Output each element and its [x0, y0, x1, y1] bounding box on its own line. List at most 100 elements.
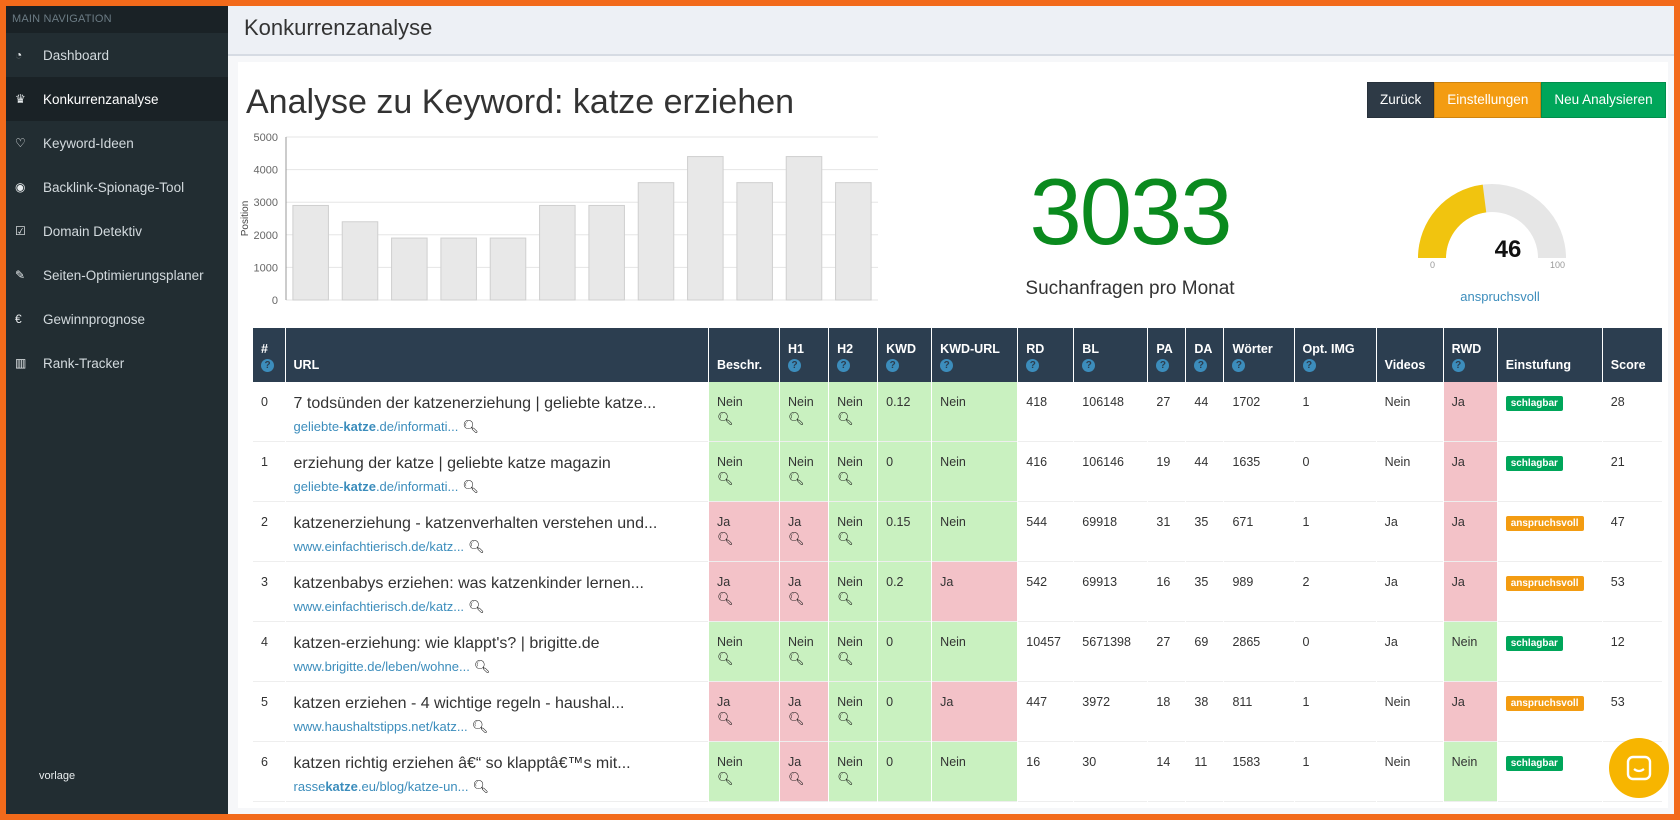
rating-cell: anspruchsvoll: [1497, 561, 1603, 622]
column-header-einstufung[interactable]: Einstufung: [1497, 328, 1603, 382]
magnifier-icon[interactable]: 🔍︎: [837, 712, 854, 727]
help-icon[interactable]: ?: [261, 359, 274, 372]
magnifier-icon[interactable]: 🔍︎: [788, 472, 805, 487]
magnifier-icon[interactable]: 🔍︎: [716, 772, 734, 787]
chart-bar[interactable]: [341, 221, 379, 301]
chat-launcher-button[interactable]: [1609, 738, 1669, 798]
kwd-url-cell: Ja: [931, 681, 1019, 742]
chart-bar[interactable]: [785, 156, 823, 301]
column-header-bl[interactable]: BL?: [1073, 328, 1149, 382]
help-icon[interactable]: ?: [1026, 359, 1040, 372]
result-url-link[interactable]: geliebte-katze.de/informati... 🔍︎: [294, 479, 700, 495]
result-url-link[interactable]: www.brigitte.de/leben/wohne... 🔍︎: [294, 659, 700, 675]
chart-bar[interactable]: [440, 237, 477, 301]
help-icon[interactable]: ?: [886, 359, 900, 372]
search-volume-number: 3033: [1029, 159, 1232, 264]
help-icon[interactable]: ?: [837, 359, 851, 372]
chart-bar[interactable]: [835, 182, 872, 301]
column-header-wörter[interactable]: Wörter?: [1223, 328, 1295, 382]
magnifier-icon[interactable]: 🔍︎: [473, 660, 491, 675]
result-url-link[interactable]: www.haushaltstipps.net/katz... 🔍︎: [294, 719, 700, 735]
magnifier-icon[interactable]: 🔍︎: [716, 532, 734, 547]
help-icon[interactable]: ?: [1156, 359, 1170, 372]
help-icon[interactable]: ?: [1194, 359, 1208, 372]
magnifier-icon[interactable]: 🔍︎: [837, 412, 854, 427]
row-index: 1: [253, 441, 286, 502]
pa-cell-value: 27: [1156, 395, 1171, 409]
chart-bar[interactable]: [489, 237, 527, 301]
help-icon[interactable]: ?: [1302, 359, 1316, 372]
chart-bar[interactable]: [539, 204, 576, 301]
column-header-h2[interactable]: H2?: [828, 328, 879, 382]
chart-bar[interactable]: [687, 156, 724, 301]
words-cell-value: 1583: [1232, 755, 1261, 769]
help-icon[interactable]: ?: [940, 359, 954, 372]
sidebar-item-keyword-ideen[interactable]: ♡ Keyword-Ideen: [6, 121, 228, 165]
magnifier-icon[interactable]: 🔍︎: [716, 472, 734, 487]
magnifier-icon[interactable]: 🔍︎: [471, 720, 489, 735]
magnifier-icon[interactable]: 🔍︎: [462, 480, 479, 495]
result-url-link[interactable]: www.einfachtierisch.de/katz... 🔍︎: [294, 599, 700, 615]
chart-bar[interactable]: [292, 204, 329, 301]
magnifier-icon[interactable]: 🔍︎: [716, 712, 734, 727]
column-header-kwd-url[interactable]: KWD-URL?: [931, 328, 1019, 382]
magnifier-icon[interactable]: 🔍︎: [462, 420, 479, 435]
chart-bar[interactable]: [588, 204, 625, 301]
column-header-videos[interactable]: Videos: [1376, 328, 1444, 382]
magnifier-icon[interactable]: 🔍︎: [837, 472, 854, 487]
column-header-beschr-[interactable]: Beschr.: [708, 328, 781, 382]
result-url-link[interactable]: rassekatze.eu/blog/katze-un... 🔍︎: [294, 779, 700, 795]
column-header-rd[interactable]: RD?: [1017, 328, 1075, 382]
magnifier-icon[interactable]: 🔍︎: [788, 652, 805, 667]
help-icon[interactable]: ?: [1451, 359, 1465, 372]
magnifier-icon[interactable]: 🔍︎: [837, 592, 854, 607]
back-button[interactable]: Zurück: [1367, 82, 1435, 118]
result-url-link[interactable]: geliebte-katze.de/informati... 🔍︎: [294, 419, 700, 435]
column-header-index[interactable]: #?: [253, 328, 286, 382]
magnifier-icon[interactable]: 🔍︎: [788, 532, 805, 547]
magnifier-icon[interactable]: 🔍︎: [788, 712, 805, 727]
result-title: erziehung der katze | geliebte katze mag…: [293, 455, 611, 472]
magnifier-icon[interactable]: 🔍︎: [716, 592, 734, 607]
magnifier-icon[interactable]: 🔍︎: [788, 592, 805, 607]
column-header-score[interactable]: Score: [1602, 328, 1664, 382]
rwd-cell: Ja: [1443, 501, 1498, 562]
magnifier-icon[interactable]: 🔍︎: [468, 600, 485, 615]
sidebar-item-rank-tracker[interactable]: ▥ Rank-Tracker: [6, 341, 228, 385]
column-header-url[interactable]: URL: [285, 328, 709, 382]
videos-cell-value: Nein: [1384, 455, 1411, 469]
column-header-kwd[interactable]: KWD?: [877, 328, 933, 382]
settings-button[interactable]: Einstellungen: [1434, 82, 1542, 118]
column-header-da[interactable]: DA?: [1185, 328, 1225, 382]
magnifier-icon[interactable]: 🔍︎: [788, 772, 805, 787]
chart-bar[interactable]: [736, 182, 773, 301]
help-icon[interactable]: ?: [788, 359, 802, 372]
chart-bar[interactable]: [637, 182, 675, 301]
magnifier-icon[interactable]: 🔍︎: [716, 652, 734, 667]
sidebar-item-gewinnprognose[interactable]: € Gewinnprognose: [6, 297, 228, 341]
column-header-opt-img[interactable]: Opt. IMG?: [1294, 328, 1377, 382]
magnifier-icon[interactable]: 🔍︎: [472, 780, 489, 795]
help-icon[interactable]: ?: [1082, 359, 1096, 372]
magnifier-icon[interactable]: 🔍︎: [468, 540, 485, 555]
column-header-rwd[interactable]: RWD?: [1443, 328, 1498, 382]
kwd-cell-value: 0: [886, 695, 894, 709]
sidebar-item-dashboard[interactable]: ◔ Dashboard: [6, 33, 228, 77]
chart-bar[interactable]: [391, 237, 428, 301]
opt-img-cell: 1: [1294, 741, 1377, 802]
magnifier-icon[interactable]: 🔍︎: [837, 772, 854, 787]
result-url-link[interactable]: www.einfachtierisch.de/katz... 🔍︎: [294, 539, 700, 555]
column-header-pa[interactable]: PA?: [1147, 328, 1187, 382]
sidebar-item-backlink-spionage-tool[interactable]: ◉ Backlink-Spionage-Tool: [6, 165, 228, 209]
new-analysis-button[interactable]: Neu Analysieren: [1541, 82, 1666, 118]
sidebar-item-domain-detektiv[interactable]: ☑ Domain Detektiv: [6, 209, 228, 253]
sidebar-item-konkurrenzanalyse[interactable]: ♛ Konkurrenzanalyse: [6, 77, 228, 121]
sidebar-item-seiten-optimierungsplaner[interactable]: ✎ Seiten-Optimierungsplaner: [6, 253, 228, 297]
magnifier-icon[interactable]: 🔍︎: [837, 532, 854, 547]
table-header-row: #? URL Beschr. H1? H2? KWD? KWD-URL? RD? BL? PA? D…: [253, 328, 1664, 382]
magnifier-icon[interactable]: 🔍︎: [716, 412, 734, 427]
help-icon[interactable]: ?: [1232, 359, 1246, 372]
magnifier-icon[interactable]: 🔍︎: [788, 412, 805, 427]
column-header-h1[interactable]: H1?: [779, 328, 830, 382]
magnifier-icon[interactable]: 🔍︎: [837, 652, 854, 667]
